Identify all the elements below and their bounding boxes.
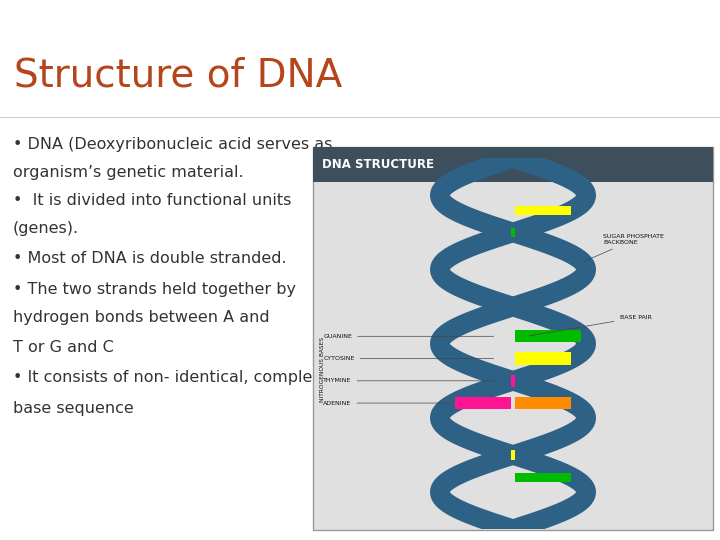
Bar [511, 450, 515, 460]
Bar [515, 330, 581, 342]
Bar [515, 206, 571, 215]
Text: microbiology team/ 3rd level students 1439-1440: microbiology team/ 3rd level students 14… [188, 11, 532, 25]
Text: organism’s genetic material.: organism’s genetic material. [13, 165, 243, 180]
Text: GUANINE: GUANINE [323, 334, 494, 339]
Text: • Most of DNA is double stranded.: • Most of DNA is double stranded. [13, 251, 287, 266]
Bar [515, 353, 571, 364]
Text: THYMINE: THYMINE [323, 379, 494, 383]
Bar [511, 375, 515, 387]
Text: SUGAR PHOSPHATE
BACKBONE: SUGAR PHOSPHATE BACKBONE [585, 234, 664, 261]
Text: • The two strands held together by: • The two strands held together by [13, 282, 296, 296]
Text: CYTOSINE: CYTOSINE [323, 356, 494, 361]
Text: (genes).: (genes). [13, 221, 79, 236]
Bar [511, 228, 515, 237]
Text: •  It is divided into functional units: • It is divided into functional units [13, 193, 292, 208]
Bar [313, 147, 713, 182]
Bar [511, 450, 515, 460]
Text: • It consists of non- identical, complementary: • It consists of non- identical, complem… [13, 370, 380, 386]
Text: T or G and C: T or G and C [13, 340, 114, 355]
Bar [515, 472, 571, 482]
Text: base sequence: base sequence [13, 401, 134, 416]
Text: 28: 28 [659, 9, 684, 28]
Bar [511, 375, 515, 387]
Text: NITROGENOUS BASES: NITROGENOUS BASES [320, 337, 325, 402]
Text: 12/17/2021: 12/17/2021 [22, 11, 102, 25]
Bar [511, 228, 515, 237]
Text: • DNA (Deoxyribonucleic acid serves as: • DNA (Deoxyribonucleic acid serves as [13, 137, 333, 152]
Bar [515, 330, 581, 342]
Bar [515, 472, 571, 482]
Bar [515, 206, 571, 215]
Text: hydrogen bonds between A and: hydrogen bonds between A and [13, 309, 269, 325]
Bar [455, 397, 511, 409]
Bar [515, 353, 571, 364]
Bar [515, 397, 571, 409]
Text: DNA STRUCTURE: DNA STRUCTURE [322, 158, 434, 171]
Text: BASE PAIR: BASE PAIR [529, 315, 652, 336]
Bar [313, 147, 713, 530]
Text: Structure of DNA: Structure of DNA [14, 56, 343, 94]
Text: ADENINE: ADENINE [323, 401, 451, 406]
